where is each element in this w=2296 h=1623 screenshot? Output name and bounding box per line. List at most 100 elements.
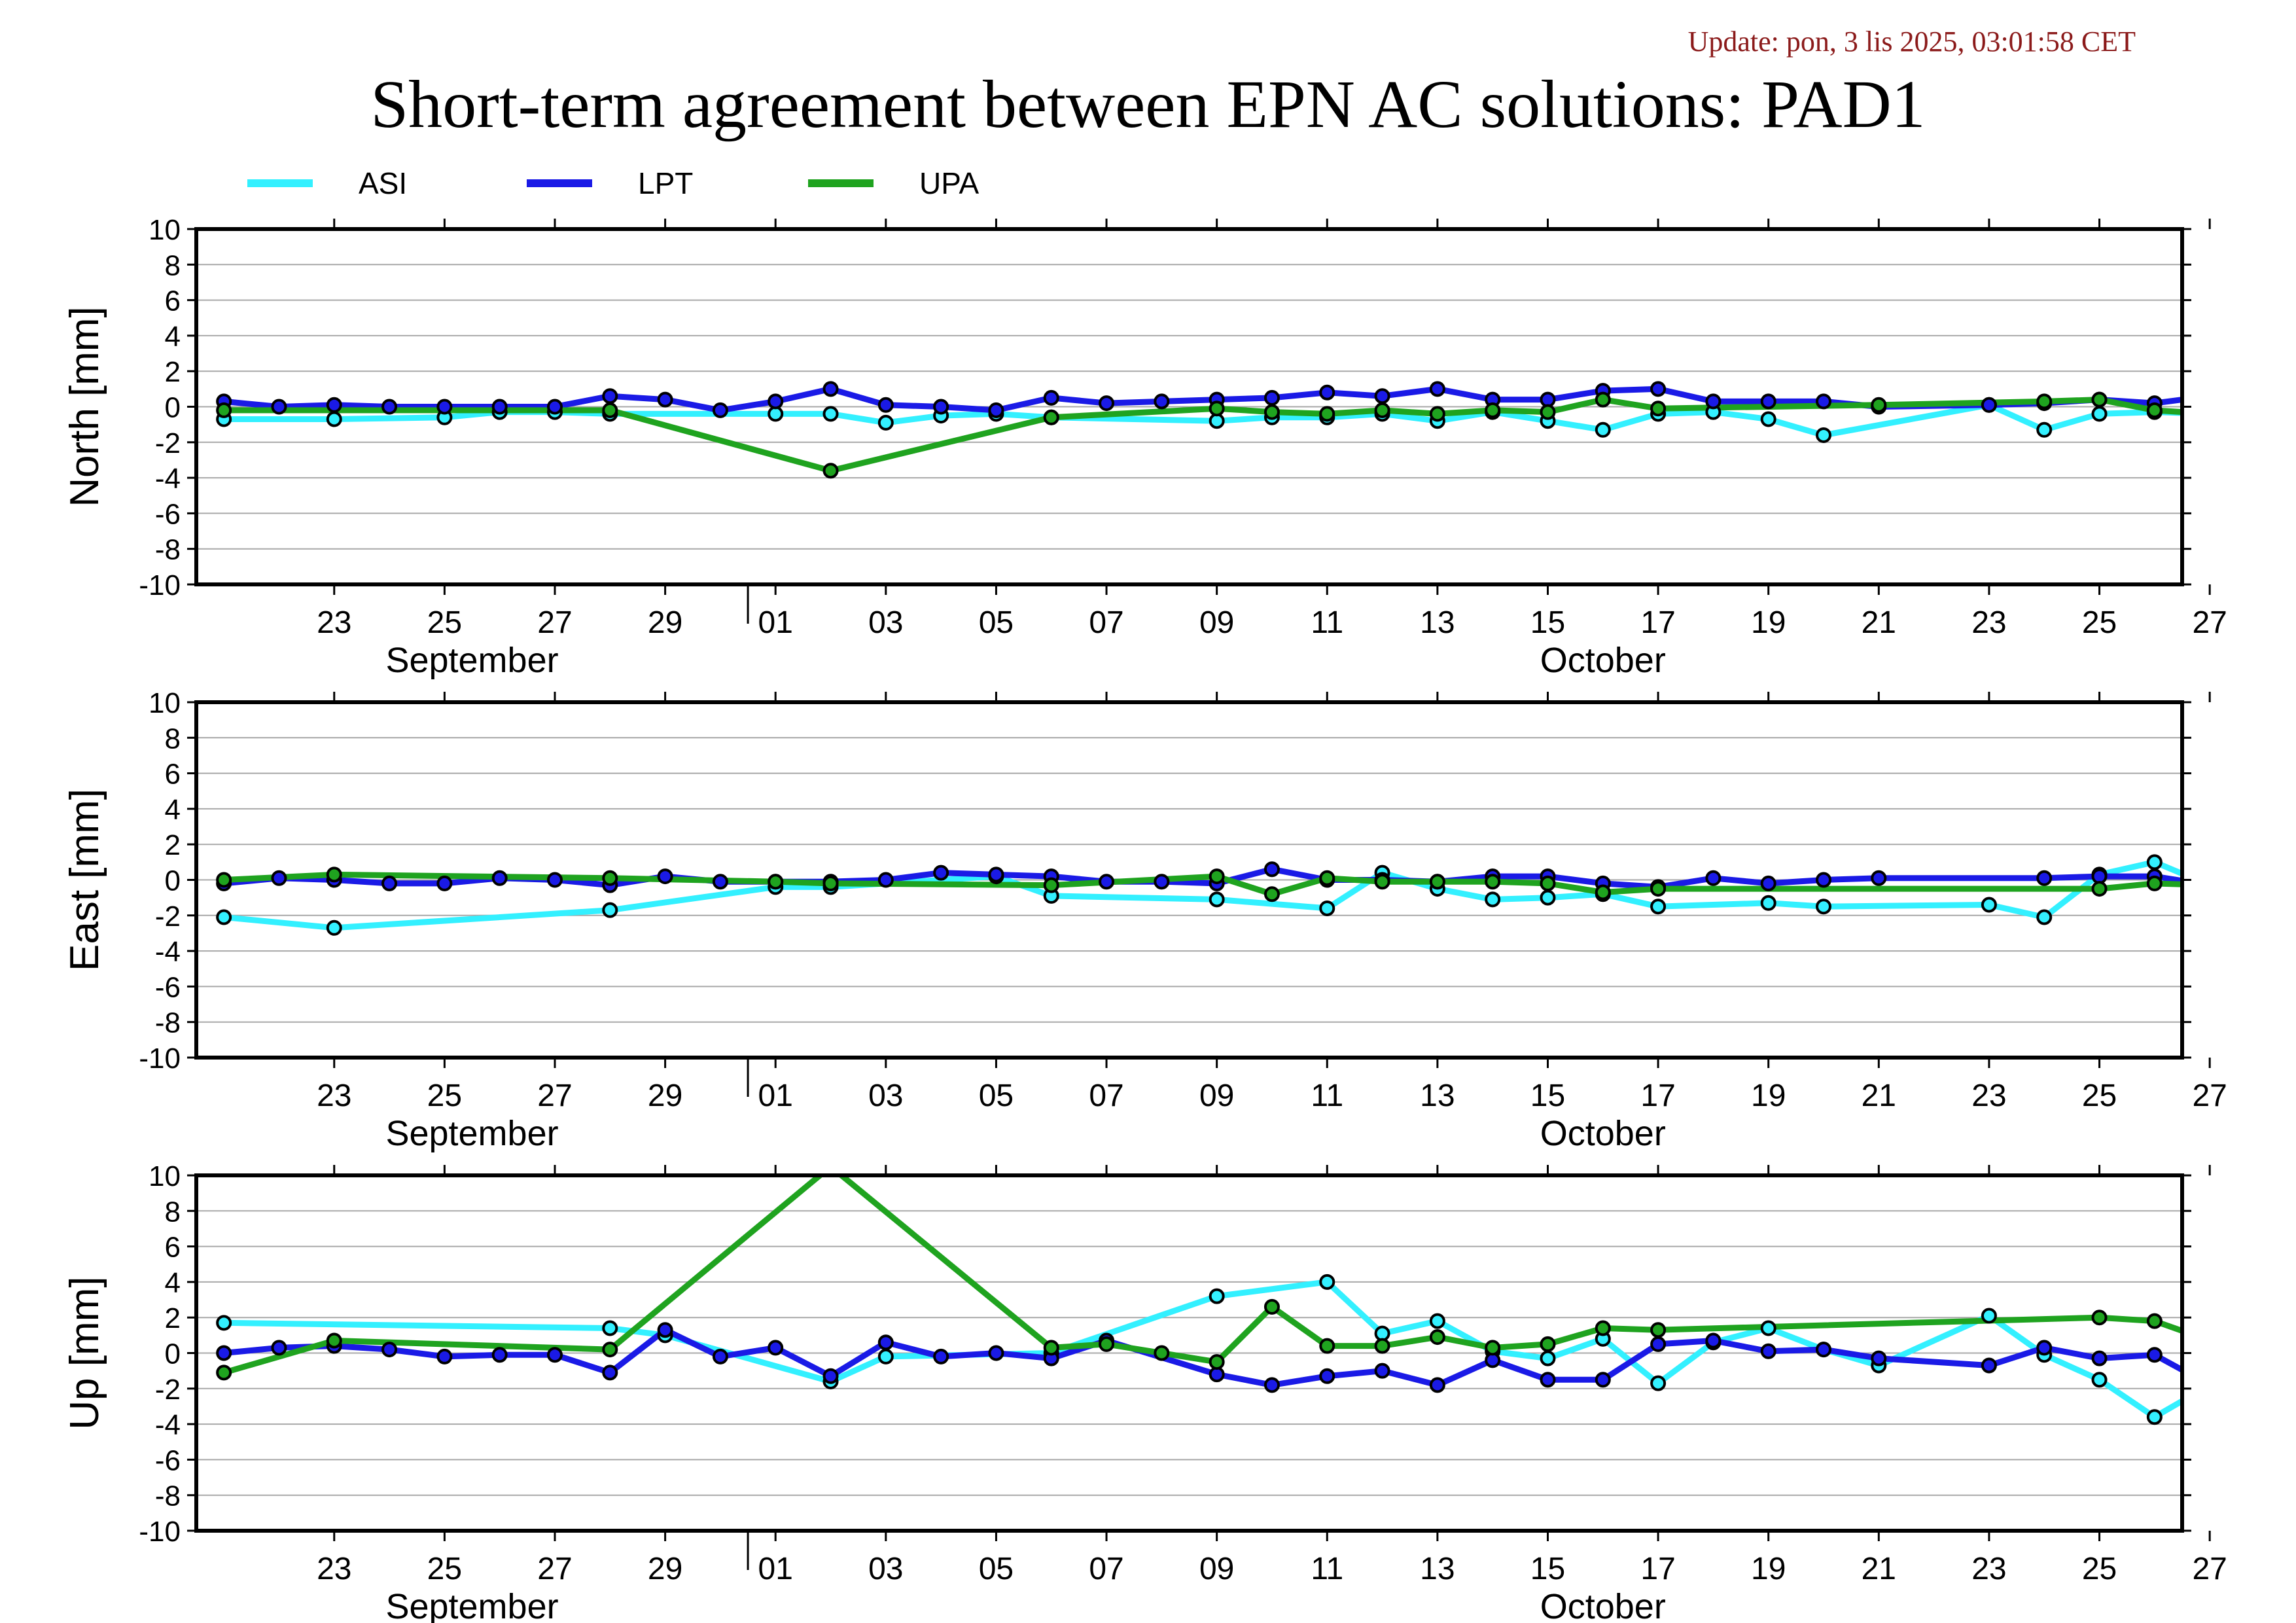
data-point-asi — [602, 902, 618, 918]
data-point-lpt — [1760, 393, 1776, 410]
x-tick-label: 29 — [648, 1552, 682, 1586]
data-point-lpt — [1429, 381, 1445, 397]
panel-frame — [194, 227, 2184, 586]
data-point-upa — [326, 1332, 342, 1349]
data-point-upa — [1485, 874, 1501, 890]
y-tick-label: -6 — [155, 971, 181, 1003]
data-point-lpt — [602, 388, 618, 404]
data-point-lpt — [436, 875, 453, 891]
x-tick-label: 27 — [2192, 1552, 2227, 1586]
data-point-asi — [877, 414, 894, 431]
data-point-upa — [1485, 402, 1501, 418]
y-tick-label: -8 — [155, 1007, 181, 1039]
data-point-lpt — [1760, 875, 1776, 891]
data-point-asi — [2036, 909, 2053, 925]
y-tick-label: 8 — [165, 249, 181, 281]
data-point-lpt — [2203, 389, 2216, 402]
y-tick-label: -4 — [155, 463, 181, 495]
x-tick-label: 13 — [1420, 1079, 1455, 1113]
data-point-lpt — [546, 1347, 563, 1363]
month-label: September — [385, 1587, 558, 1623]
y-tick-label: 4 — [165, 794, 181, 826]
data-point-lpt — [768, 393, 784, 410]
data-point-upa — [602, 402, 618, 418]
data-point-upa — [1650, 1322, 1667, 1338]
legend-item-lpt: LPT — [527, 157, 693, 209]
data-point-asi — [822, 406, 839, 422]
data-point-asi — [2258, 900, 2271, 913]
data-point-asi — [1374, 1325, 1390, 1342]
data-point-upa — [2203, 879, 2216, 892]
data-point-lpt — [1816, 393, 1832, 410]
data-point-lpt — [1154, 874, 1170, 890]
x-tick-label: 25 — [427, 1079, 462, 1113]
data-point-upa — [1429, 406, 1445, 422]
x-tick-label: 07 — [1089, 605, 1123, 640]
series-group — [216, 854, 2271, 936]
x-tick-label: 03 — [868, 605, 903, 640]
legend: ASI LPT UPA — [0, 157, 2296, 209]
data-point-upa — [216, 872, 232, 888]
month-label: October — [1540, 1114, 1666, 1153]
series-line-lpt — [223, 866, 2182, 890]
data-point-lpt — [2258, 1348, 2271, 1361]
y-tick-label: 6 — [165, 285, 181, 317]
x-tick-label: 27 — [2192, 1079, 2227, 1113]
data-point-upa — [1374, 874, 1390, 890]
data-point-upa — [2203, 407, 2216, 420]
data-point-upa — [1650, 881, 1667, 897]
y-tick-label: 6 — [165, 758, 181, 791]
data-point-lpt — [546, 399, 563, 415]
data-point-upa — [1319, 406, 1335, 422]
data-point-lpt — [933, 399, 949, 415]
x-tick-label: 19 — [1751, 1552, 1786, 1586]
data-point-lpt — [822, 1368, 839, 1384]
data-point-upa — [1263, 404, 1280, 420]
data-point-asi — [602, 1320, 618, 1336]
y-tick-label: 2 — [165, 356, 181, 388]
y-tick-label: -6 — [155, 1444, 181, 1476]
data-point-lpt — [657, 868, 673, 885]
data-point-lpt — [271, 1340, 287, 1356]
y-tick-label: 2 — [165, 829, 181, 861]
data-point-upa — [1595, 1320, 1611, 1336]
data-point-lpt — [712, 402, 728, 418]
data-point-lpt — [822, 381, 839, 397]
x-tick-label: 19 — [1751, 1079, 1786, 1113]
y-axis-label: North [mm] — [62, 306, 107, 507]
data-point-upa — [2258, 406, 2271, 419]
data-point-asi — [2146, 1409, 2163, 1425]
x-tick-label: 27 — [537, 605, 572, 640]
data-point-lpt — [1319, 1368, 1335, 1384]
data-point-upa — [2203, 1334, 2216, 1347]
data-point-asi — [2258, 409, 2271, 422]
data-point-upa — [1595, 884, 1611, 901]
data-point-lpt — [1871, 870, 1887, 886]
month-label: September — [385, 641, 558, 680]
data-point-lpt — [1429, 1377, 1445, 1393]
data-point-lpt — [1263, 861, 1280, 878]
data-point-lpt — [436, 1348, 453, 1364]
data-point-asi — [2203, 1378, 2216, 1391]
update-timestamp: Update: pon, 3 lis 2025, 03:01:58 CET — [1687, 26, 2136, 58]
data-point-lpt — [1705, 1332, 1722, 1349]
y-tick-label: -10 — [139, 569, 181, 601]
data-point-upa — [822, 875, 839, 891]
data-point-lpt — [1650, 1336, 1667, 1352]
month-label: September — [385, 1114, 558, 1153]
x-tick-label: 21 — [1862, 1079, 1896, 1113]
y-tick-label: 8 — [165, 1196, 181, 1228]
data-point-lpt — [2091, 1350, 2108, 1366]
y-axis-label: Up [mm] — [62, 1276, 107, 1429]
y-tick-label: -2 — [155, 901, 181, 933]
data-point-asi — [1760, 411, 1776, 427]
x-tick-label: 15 — [1530, 605, 1565, 640]
data-point-lpt — [2258, 905, 2271, 918]
data-point-lpt — [491, 1347, 508, 1363]
y-axis-label: East [mm] — [62, 789, 107, 971]
data-point-lpt — [1595, 1372, 1611, 1388]
data-point-upa — [2036, 393, 2053, 410]
data-point-lpt — [1540, 391, 1556, 408]
data-point-asi — [1760, 895, 1776, 911]
